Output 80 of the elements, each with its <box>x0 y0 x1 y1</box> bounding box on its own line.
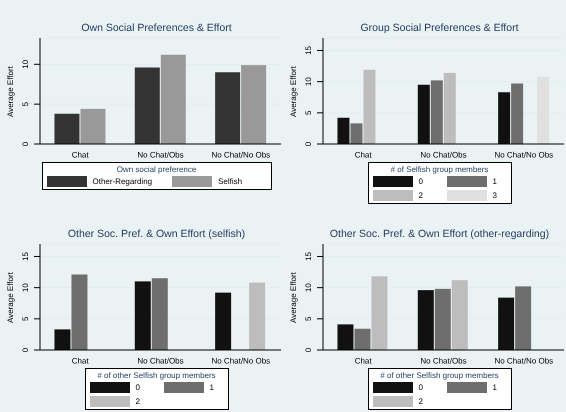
x-tick-label: No Chat/Obs <box>137 356 184 366</box>
chart-title: Group Social Preferences & Effort <box>360 22 520 34</box>
y-axis-title: Average Effort <box>288 271 298 323</box>
bar <box>511 84 524 144</box>
y-tick-label: 5 <box>304 316 313 322</box>
legend-label: 1 <box>208 383 215 392</box>
x-tick-label: No Chat/Obs <box>420 356 467 366</box>
y-tick-label: 10 <box>304 76 313 86</box>
bar <box>337 324 354 350</box>
y-tick-label: 0 <box>304 141 313 146</box>
bar <box>418 290 434 350</box>
x-tick-label: No Chat/No Obs <box>211 356 270 366</box>
y-axis-title: Average Effort <box>288 65 298 117</box>
legend-label: 1 <box>492 177 498 186</box>
legend-label: 2 <box>134 397 141 406</box>
x-tick-label: No Chat/No Obs <box>494 356 554 366</box>
bar <box>54 329 70 350</box>
chart-title: Own Social Preferences & Effort <box>80 22 233 34</box>
legend-label: 3 <box>492 191 498 200</box>
bar <box>418 84 430 144</box>
y-tick-label: 0 <box>21 347 30 352</box>
x-tick-label: Chat <box>72 150 90 160</box>
bar <box>537 76 550 144</box>
bar <box>249 282 266 350</box>
x-tick-label: Chat <box>354 356 372 366</box>
y-tick-label: 0 <box>304 347 313 352</box>
y-tick-label: 0 <box>21 141 30 146</box>
bar <box>215 292 232 350</box>
y-tick-label: 5 <box>21 101 30 106</box>
bar <box>350 123 362 144</box>
y-tick-label: 5 <box>304 110 313 116</box>
y-tick-label: 5 <box>21 316 30 322</box>
bar <box>498 92 510 144</box>
y-tick-label: 10 <box>21 59 30 69</box>
bar <box>430 80 443 144</box>
bar <box>54 114 80 144</box>
legend-label: 1 <box>492 383 498 392</box>
y-axis-title: Average Effort <box>6 271 15 323</box>
bar <box>363 70 376 144</box>
bar <box>337 118 350 144</box>
x-tick-label: No Chat/No Obs <box>494 150 554 160</box>
legend-label: 0 <box>134 383 141 392</box>
bar <box>515 286 532 350</box>
chart-title: Other Soc. Pref. & Own Effort (selfish) <box>66 228 246 240</box>
bar <box>354 328 370 350</box>
bar <box>134 281 151 350</box>
bar <box>434 288 451 350</box>
legend-title: # of other Selfish group members <box>96 371 217 380</box>
legend-title: # of other Selfish group members <box>379 371 500 380</box>
chart-title: Other Soc. Pref. & Own Effort (other-regarding) <box>328 228 550 240</box>
bar <box>241 65 266 144</box>
y-tick-label: 15 <box>304 45 313 55</box>
legend-label: 2 <box>418 191 424 200</box>
legend-label: 0 <box>418 383 424 392</box>
bar <box>71 274 88 350</box>
bar <box>498 298 514 350</box>
legend-label: 0 <box>418 177 424 186</box>
legend-title: # of Selfish group members <box>390 165 490 174</box>
bar <box>444 72 456 144</box>
x-tick-label: No Chat/No Obs <box>211 150 270 160</box>
bar <box>160 54 186 144</box>
y-axis-title: Average Effort <box>6 65 15 117</box>
y-tick-label: 15 <box>304 251 313 261</box>
bar <box>80 108 106 144</box>
y-tick-label: 10 <box>21 282 30 292</box>
y-tick-label: 15 <box>21 251 30 261</box>
bar <box>152 278 168 350</box>
x-tick-label: Chat <box>354 150 372 160</box>
y-tick-label: 10 <box>304 282 313 292</box>
x-tick-label: Chat <box>72 356 90 366</box>
bar <box>452 280 468 350</box>
legend-label: Other-Regarding <box>92 177 152 186</box>
bar <box>215 72 240 144</box>
bar <box>134 67 160 144</box>
bar <box>371 276 388 350</box>
legend-label: Selfish <box>217 177 244 186</box>
x-tick-label: No Chat/Obs <box>420 150 467 160</box>
legend-label: 2 <box>418 397 424 406</box>
x-tick-label: No Chat/Obs <box>137 150 184 160</box>
legend-title: Own social preference <box>116 165 198 174</box>
